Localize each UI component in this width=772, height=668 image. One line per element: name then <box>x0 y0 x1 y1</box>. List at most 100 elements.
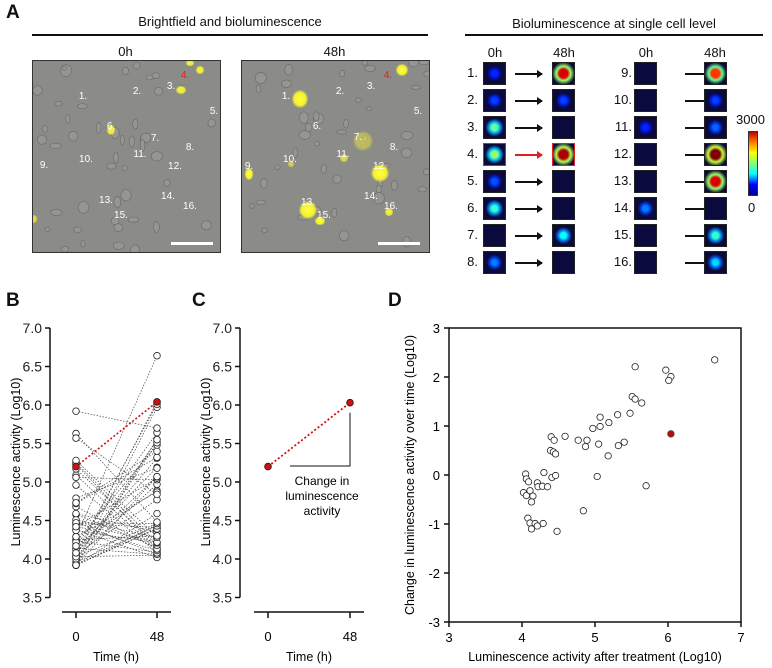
chart-b-point-0h <box>72 499 80 507</box>
cell-row-label: 15. <box>613 227 632 242</box>
luminescent-cell <box>106 124 116 136</box>
luminescent-cell <box>384 207 394 217</box>
brightfield-cell <box>128 135 135 148</box>
cell-image-0h <box>483 89 506 112</box>
cell-image-48h <box>552 62 575 85</box>
brightfield-cell <box>339 69 346 78</box>
cell-image-48h <box>704 143 727 166</box>
micrograph-0h: 1. 2. 3. 4. 5. 6. 7. 8. 9. 10. 11. 12. 13. 14. 15. 16. <box>32 60 221 253</box>
chart-b-point-0h <box>72 532 80 541</box>
brightfield-cell <box>130 244 140 252</box>
chart-c-y-tick-label: 4.0 <box>213 551 233 567</box>
luminescent-cell <box>314 216 326 226</box>
chart-b-pair-line <box>75 355 158 537</box>
cell-image-0h <box>483 62 506 85</box>
luminescent-cell <box>352 130 374 152</box>
chart-b-pair-line <box>75 524 158 566</box>
brightfield-cell <box>150 151 163 162</box>
chart-b-pair-line <box>75 407 158 566</box>
luminescent-cell <box>395 63 409 77</box>
cell-image-0h <box>483 143 506 166</box>
chart-b-highlight-line <box>75 401 158 468</box>
brightfield-cell <box>207 118 216 128</box>
chart-b-pair-line <box>75 457 158 554</box>
brightfield-cell <box>120 189 132 202</box>
brightfield-cell <box>400 147 413 158</box>
chart-b-point-48h <box>153 490 161 499</box>
colorbar <box>748 131 758 196</box>
chart-b-pair-line <box>75 462 158 544</box>
chart-c-x-tick-label: 0 <box>264 629 271 644</box>
chart-d-ylabel: Change in luminescence activity over tim… <box>403 335 417 615</box>
brightfield-cell <box>132 118 139 130</box>
brightfield-cell <box>305 122 313 132</box>
brightfield-cell <box>44 226 51 232</box>
brightfield-cell <box>354 97 363 103</box>
chart-b-point-48h <box>153 532 161 540</box>
chart-b-pair-line <box>75 476 158 554</box>
chart-c-y-tick-label: 3.5 <box>213 590 233 606</box>
chart-d-y-tick-label: 3 <box>433 321 440 336</box>
brightfield-cell <box>364 64 376 73</box>
brightfield-cell <box>50 209 63 216</box>
brightfield-cell <box>260 177 268 189</box>
cell-number-label: 11. <box>133 149 146 160</box>
cell-number-label: 13. <box>99 195 113 206</box>
chart-d-x-tick-label: 5 <box>591 630 598 645</box>
chart-b-y-tick-label: 3.5 <box>23 590 43 606</box>
cell-image-48h <box>552 170 575 193</box>
chart-b-pair-line <box>75 467 158 551</box>
chart-b-pair-line <box>75 484 158 554</box>
cell-number-label: 10. <box>283 154 297 165</box>
brightfield-title: Brightfield and bioluminescence <box>138 14 322 29</box>
brightfield-cell <box>77 201 90 214</box>
chart-d-y-tick-label: 2 <box>433 370 440 385</box>
brightfield-cell <box>320 163 327 174</box>
chart-d-point <box>540 468 548 477</box>
chart-d-x-tick-label: 7 <box>737 630 744 645</box>
chart-b-pair-line <box>75 474 158 551</box>
chart-b-pair-line <box>75 476 158 566</box>
cell-number-label: 1. <box>282 91 290 102</box>
micrograph-48h: 1. 2. 3. 4. 5. 6. 7. 8. 9. 10. 11. 12. 13. 14. 15. 16. <box>241 60 430 253</box>
cell-image-48h <box>552 89 575 112</box>
cell-number-label: 6. <box>313 121 321 132</box>
brightfield-cell <box>298 130 311 140</box>
cell-number-label: 12. <box>168 161 182 172</box>
chart-b-point-0h <box>72 542 80 550</box>
cell-number-label: 8. <box>390 142 398 153</box>
cell-number-label: 4. <box>181 70 189 81</box>
brightfield-cell <box>313 140 320 147</box>
grid-header-48h-left: 48h <box>553 45 575 60</box>
chart-d-point <box>539 519 547 528</box>
chart-b-point-0h <box>72 561 80 569</box>
chart-c-annotation-1: Change in <box>295 474 350 488</box>
chart-b-pair-line <box>75 523 158 558</box>
chart-d-point <box>595 440 603 448</box>
chart-b-pair-line <box>75 525 158 563</box>
cell-number-label: 14. <box>364 191 378 202</box>
brightfield-cell <box>80 239 86 248</box>
chart-d-point <box>604 452 612 460</box>
chart-d-point <box>665 376 673 385</box>
cell-row-label: 9. <box>621 65 632 80</box>
chart-b-pair-line <box>75 401 158 557</box>
cell-row-label: 13. <box>613 173 632 188</box>
brightfield-cell <box>366 106 372 112</box>
brightfield-cell <box>61 65 68 71</box>
cell-image-0h <box>483 224 506 247</box>
chart-d-point <box>551 471 560 480</box>
cell-number-label: 5. <box>414 106 422 117</box>
chart-b-y-tick-label: 6.5 <box>23 359 43 375</box>
cell-row-label: 16. <box>613 254 632 269</box>
chart-c-ylabel: Luminescence activity (Log10) <box>199 378 213 547</box>
cell-row-label: 1. <box>467 65 478 80</box>
chart-d-point <box>553 527 561 535</box>
chart-b-point-48h <box>153 509 161 518</box>
brightfield-cell <box>292 147 299 158</box>
cell-image-48h <box>704 89 727 112</box>
brightfield-cell <box>255 199 266 205</box>
chart-b-pair-line <box>75 450 158 504</box>
arrow-icon <box>515 259 543 267</box>
